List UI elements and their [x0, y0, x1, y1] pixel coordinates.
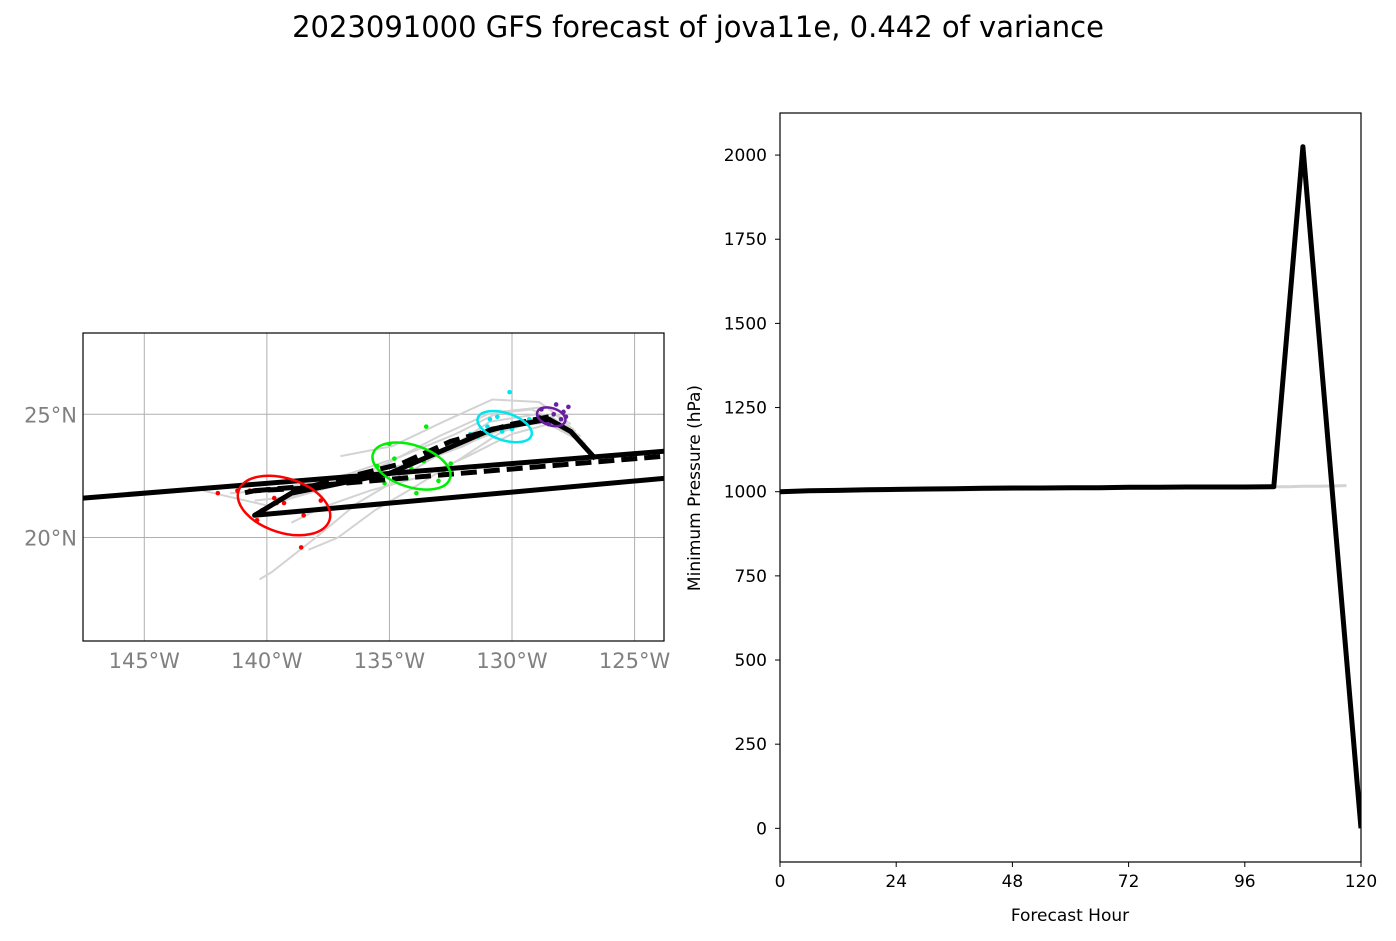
- ensemble-member-track: [340, 398, 572, 458]
- map-frame: [82, 332, 665, 642]
- ensemble-position-point: [558, 416, 564, 422]
- x-tick-label: 96: [1234, 872, 1256, 892]
- y-tick-label: 0: [756, 819, 767, 839]
- pressure-chart-panel: 0 24 48 72 96 120 0 250 500 750 1000 1250 1500 1750 20…: [685, 112, 1377, 926]
- x-tick-label: 24: [885, 872, 907, 892]
- position-spread-ellipse: [236, 474, 332, 537]
- pressure-chart-ticks: 0 24 48 72 96 120 0 250 500 750 1000 1250 1500 1750 20…: [724, 146, 1377, 892]
- y-tick-label: 1000: [724, 483, 767, 503]
- map-lat-tick-label: 25°N: [24, 403, 77, 427]
- deterministic-pressure-line: [780, 144, 1361, 829]
- y-tick-label: 500: [735, 651, 767, 671]
- ensemble-position-point: [414, 490, 419, 496]
- y-tick-label: 1750: [724, 230, 767, 250]
- map-gridlines: [83, 333, 664, 641]
- map-lon-tick-label: 135°W: [354, 649, 426, 673]
- y-tick-label: 250: [735, 735, 767, 755]
- ensemble-position-point: [298, 545, 304, 550]
- pressure-chart-frame: [779, 112, 1362, 863]
- ensemble-position-point: [301, 513, 306, 518]
- y-axis-label: Minimum Pressure (hPa): [685, 385, 705, 591]
- y-tick-label: 2000: [724, 146, 767, 166]
- figure-title: 2023091000 GFS forecast of jova11e, 0.44…: [292, 10, 1104, 44]
- pressure-series-layer: [780, 144, 1361, 829]
- ensemble-member-track: [290, 423, 587, 524]
- position-spread-ellipse: [535, 406, 567, 428]
- ensemble-position-point: [392, 456, 397, 461]
- ensemble-position-point: [448, 461, 454, 466]
- x-tick-label: 72: [1118, 872, 1140, 892]
- position-spread-ellipse: [476, 409, 534, 444]
- ensemble-position-point: [215, 490, 221, 496]
- ensemble-mean-track: [241, 414, 550, 496]
- ensemble-position-point: [436, 478, 441, 484]
- ensemble-position-point: [271, 495, 277, 501]
- position-spread-ellipse: [371, 441, 452, 491]
- y-tick-label: 1250: [724, 399, 767, 419]
- map-lon-tick-label: 145°W: [109, 649, 181, 673]
- ensemble-position-point: [494, 414, 500, 420]
- x-tick-label: 48: [1002, 872, 1024, 892]
- ensemble-position-point: [566, 404, 571, 410]
- y-tick-label: 1500: [724, 314, 767, 334]
- map-lon-tick-label: 125°W: [599, 649, 671, 673]
- ensemble-position-point: [423, 424, 429, 429]
- map-lat-tick-label: 20°N: [24, 527, 77, 551]
- map-tick-labels: 145°W 140°W 135°W 130°W 125°W 20°N 25°N: [24, 403, 670, 673]
- x-tick-label: 120: [1345, 872, 1377, 892]
- track-map-panel: 145°W 140°W 135°W 130°W 125°W 20°N 25°N: [24, 332, 670, 673]
- map-lon-tick-label: 140°W: [231, 649, 303, 673]
- map-tracks-layer: [83, 389, 664, 581]
- ensemble-position-point: [551, 412, 556, 417]
- y-tick-label: 750: [735, 567, 767, 587]
- map-lon-tick-label: 130°W: [476, 649, 548, 673]
- ensemble-position-point: [487, 416, 493, 422]
- ensemble-position-point: [507, 389, 512, 395]
- deterministic-track: [252, 416, 664, 518]
- ensemble-position-point: [485, 424, 490, 429]
- ensemble-position-point: [553, 402, 559, 407]
- x-axis-label: Forecast Hour: [1011, 906, 1129, 926]
- x-tick-label: 0: [775, 872, 786, 892]
- ensemble-position-point: [281, 500, 287, 506]
- ensemble-position-point: [499, 429, 505, 434]
